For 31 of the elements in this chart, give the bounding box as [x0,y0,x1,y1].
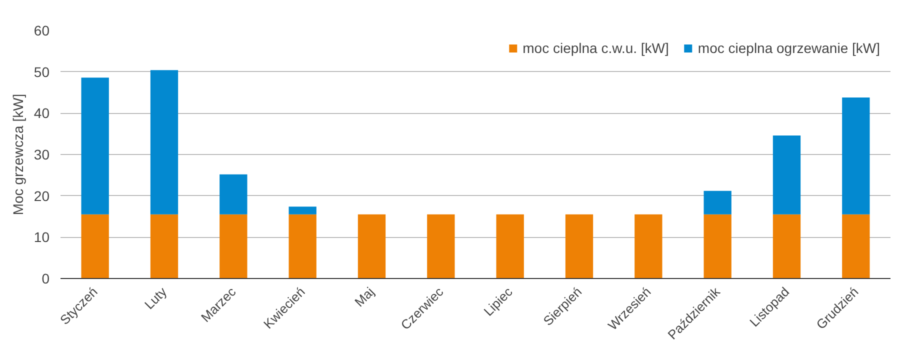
y-tick-label: 60 [34,22,50,38]
bar [427,214,455,278]
bar [565,214,594,278]
y-tick-label: 30 [34,146,50,162]
bar [704,214,732,278]
y-tick-label: 0 [42,270,50,286]
x-tick-label: Luty [142,284,170,312]
bar [220,174,248,214]
bar [772,214,801,278]
bar [150,70,178,214]
bar [358,214,386,278]
bar [634,214,662,278]
bar [288,214,316,278]
y-axis-title: Moc grzewcza [kW] [10,94,26,216]
x-tick-label: Maj [352,284,378,310]
bar [220,214,248,278]
bar [496,214,524,278]
bar [704,190,732,214]
y-tick-label: 50 [34,64,50,80]
bar [150,214,178,278]
bar [288,206,316,214]
bar [842,214,870,278]
bar [842,97,870,214]
bar [772,135,801,214]
legend-label: moc cieplna c.w.u. [kW] [522,40,669,56]
bar [81,78,109,214]
legend-label: moc cieplna ogrzewanie [kW] [698,40,880,56]
y-tick-label: 10 [34,229,50,246]
bar [81,214,109,278]
y-tick-label: 20 [34,188,50,204]
y-tick-label: 40 [34,105,50,122]
